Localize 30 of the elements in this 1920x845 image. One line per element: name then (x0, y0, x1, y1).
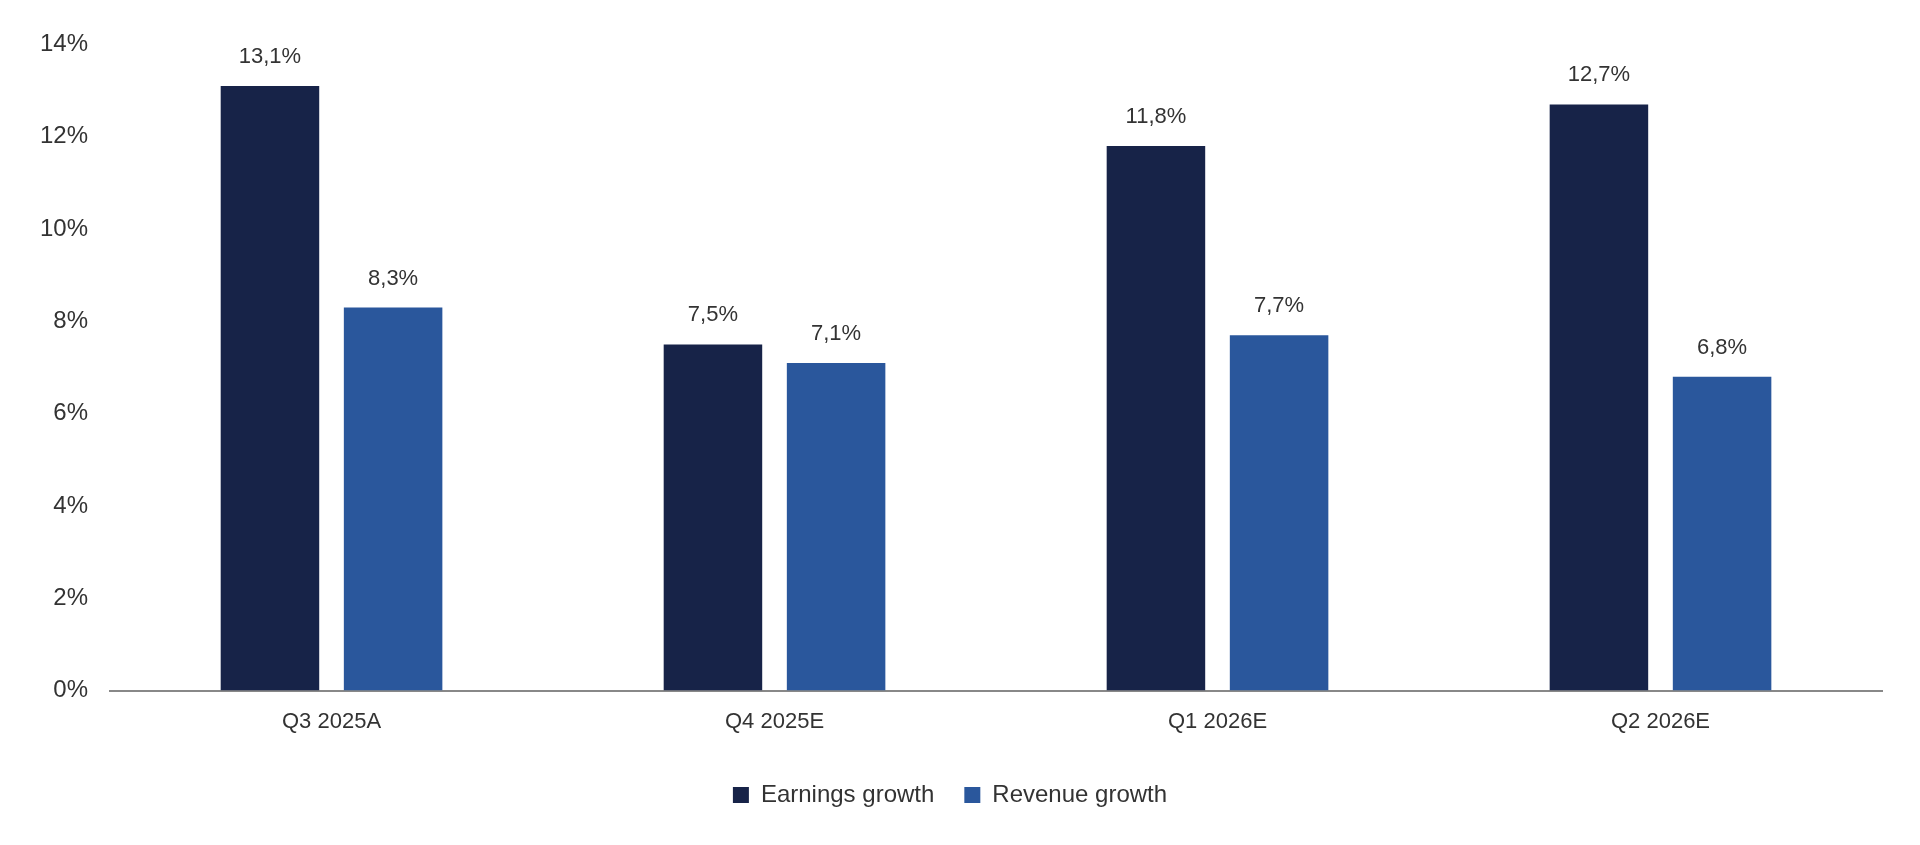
y-tick-label: 14% (39, 29, 89, 57)
legend-label: Earnings growth (760, 779, 935, 807)
y-tick-label: 6% (53, 398, 89, 426)
legend-label: Revenue growth (992, 779, 1168, 807)
y-tick-label: 10% (39, 213, 89, 241)
y-tick-label: 8% (53, 305, 89, 333)
y-tick-label: 2% (53, 582, 89, 610)
data-label: 11,8% (1125, 103, 1187, 129)
bar (1672, 376, 1772, 691)
data-label: 7,7% (1254, 292, 1305, 318)
data-label: 12,7% (1567, 61, 1631, 87)
data-label: 7,5% (687, 301, 739, 327)
y-tick-label: 0% (53, 675, 89, 703)
bar (1106, 145, 1206, 691)
bar (1229, 335, 1329, 691)
y-tick-label: 4% (53, 490, 89, 518)
x-tick-label: Q4 2025E (724, 707, 825, 733)
bar (1549, 104, 1649, 691)
y-tick-label: 12% (39, 121, 89, 149)
bar (663, 344, 763, 691)
data-label: 7,1% (811, 319, 862, 345)
bar (220, 85, 320, 691)
data-label: 8,3% (368, 264, 419, 290)
data-label: 6,8% (1697, 333, 1748, 359)
data-label: 13,1% (238, 43, 302, 68)
bar (786, 362, 886, 691)
x-tick-label: Q3 2025A (281, 707, 382, 733)
x-tick-label: Q2 2026E (1610, 707, 1711, 733)
bar (343, 307, 443, 691)
x-tick-label: Q1 2026E (1167, 707, 1268, 733)
